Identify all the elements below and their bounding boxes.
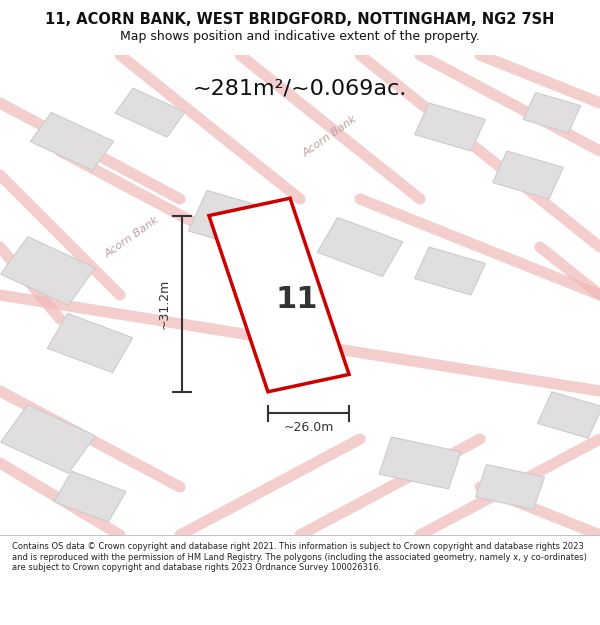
Text: ~31.2m: ~31.2m (157, 279, 170, 329)
Polygon shape (1, 405, 95, 473)
Text: 11, ACORN BANK, WEST BRIDGFORD, NOTTINGHAM, NG2 7SH: 11, ACORN BANK, WEST BRIDGFORD, NOTTINGH… (46, 12, 554, 27)
Polygon shape (493, 151, 563, 199)
Polygon shape (209, 198, 349, 392)
Text: ~26.0m: ~26.0m (283, 421, 334, 434)
Polygon shape (54, 471, 126, 522)
Polygon shape (31, 112, 113, 171)
Polygon shape (523, 92, 581, 132)
Polygon shape (415, 103, 485, 151)
Polygon shape (188, 191, 292, 256)
Text: Acorn Bank: Acorn Bank (103, 215, 161, 260)
Polygon shape (415, 247, 485, 295)
Text: Contains OS data © Crown copyright and database right 2021. This information is : Contains OS data © Crown copyright and d… (12, 542, 587, 572)
Polygon shape (1, 237, 95, 305)
Text: Map shows position and indicative extent of the property.: Map shows position and indicative extent… (120, 30, 480, 43)
Polygon shape (317, 217, 403, 277)
Text: 11: 11 (276, 285, 318, 314)
Polygon shape (115, 88, 185, 137)
Polygon shape (476, 464, 544, 509)
Text: ~281m²/~0.069ac.: ~281m²/~0.069ac. (193, 79, 407, 99)
Polygon shape (538, 392, 600, 438)
Text: Acorn Bank: Acorn Bank (301, 114, 359, 159)
Polygon shape (379, 437, 461, 489)
Polygon shape (47, 313, 133, 372)
